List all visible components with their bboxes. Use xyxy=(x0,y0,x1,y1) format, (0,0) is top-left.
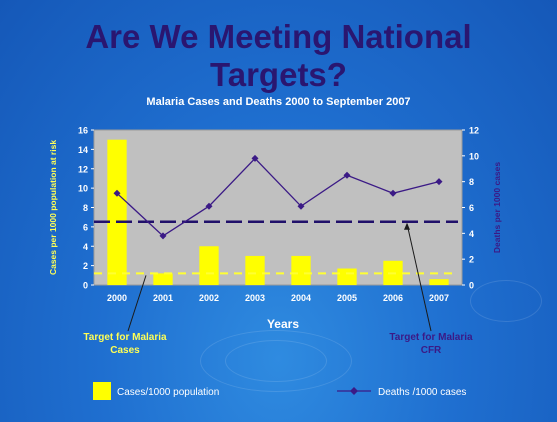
x-tick-label: 2006 xyxy=(383,293,403,303)
deaths-point xyxy=(435,178,443,186)
legend-deaths-label: Deaths /1000 cases xyxy=(378,387,466,398)
y-right-tick-label: 2 xyxy=(469,255,474,265)
deaths-point xyxy=(113,189,121,197)
deaths-point xyxy=(297,202,305,210)
deaths-point xyxy=(159,232,167,240)
legend-bar-swatch xyxy=(93,382,111,400)
target-cases-label-line1: Target for Malaria xyxy=(83,332,167,343)
target-cfr-arrowhead xyxy=(404,222,410,230)
y-left-tick-label: 14 xyxy=(78,145,88,155)
target-cfr-label-line2: CFR xyxy=(421,345,442,356)
y-left-tick-label: 12 xyxy=(78,164,88,174)
deaths-point xyxy=(389,189,397,197)
y-right-tick-label: 12 xyxy=(469,126,479,136)
y-left-tick-label: 2 xyxy=(83,261,88,271)
y-left-axis-title: Cases per 1000 population at risk xyxy=(48,140,58,275)
target-cfr-pointer xyxy=(406,223,432,332)
x-tick-label: 2002 xyxy=(199,293,219,303)
legend-diamond-swatch xyxy=(350,387,358,395)
y-left-tick-label: 0 xyxy=(83,281,88,291)
y-right-axis-title: Deaths per 1000 cases xyxy=(492,162,502,253)
deaths-series-line xyxy=(116,157,440,237)
target-cases-pointer xyxy=(127,275,147,332)
slide-title: Are We Meeting National Targets? xyxy=(0,18,557,94)
y-right-tick-label: 10 xyxy=(469,151,479,161)
slide-title-line1: Are We Meeting National xyxy=(85,18,472,55)
ripple-decoration xyxy=(200,330,352,392)
y-left-tick-label: 8 xyxy=(83,203,88,213)
deaths-point xyxy=(251,154,259,162)
legend-cases-label: Cases/1000 population xyxy=(117,387,219,398)
x-tick-label: 2005 xyxy=(337,293,357,303)
plot-area xyxy=(93,129,463,286)
x-tick-label: 2007 xyxy=(429,293,449,303)
y-left-tick-label: 16 xyxy=(78,126,88,136)
y-right-tick-label: 8 xyxy=(469,177,474,187)
bar xyxy=(199,246,219,285)
x-tick-label: 2001 xyxy=(153,293,173,303)
chart-subtitle: Malaria Cases and Deaths 2000 to Septemb… xyxy=(146,96,411,108)
x-axis-title: Years xyxy=(267,317,299,331)
y-left-tick-label: 4 xyxy=(83,242,88,252)
x-tick-label: 2000 xyxy=(107,293,127,303)
target-cfr-label-line1: Target for Malaria xyxy=(389,332,473,343)
bar xyxy=(107,139,127,285)
deaths-point xyxy=(205,202,213,210)
deaths-point xyxy=(343,171,351,179)
slide-title-line2: Targets? xyxy=(210,56,347,93)
bar xyxy=(291,255,311,285)
bar xyxy=(429,279,449,285)
y-left-tick-label: 10 xyxy=(78,184,88,194)
y-right-tick-label: 0 xyxy=(469,281,474,291)
x-tick-label: 2003 xyxy=(245,293,265,303)
target-cases-label-line2: Cases xyxy=(110,345,140,356)
y-right-tick-label: 6 xyxy=(469,203,474,213)
y-right-tick-label: 4 xyxy=(469,229,474,239)
y-left-tick-label: 6 xyxy=(83,222,88,232)
x-tick-label: 2004 xyxy=(291,293,311,303)
ripple-decoration xyxy=(225,340,327,382)
bar xyxy=(153,273,173,285)
bar xyxy=(245,255,265,285)
bar xyxy=(337,268,357,285)
ripple-decoration xyxy=(470,280,542,322)
